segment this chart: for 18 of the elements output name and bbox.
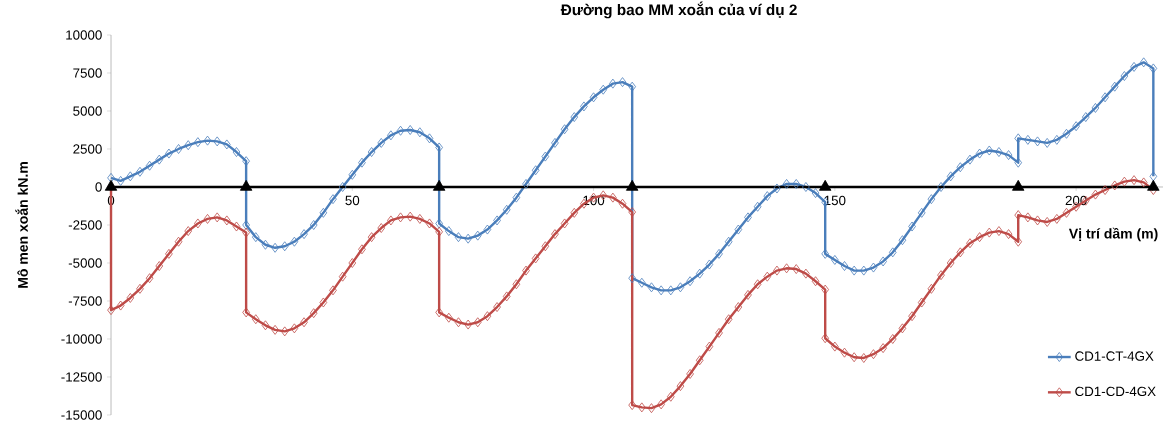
y-tick-label: -15000: [61, 410, 102, 420]
y-tick-label: -7500: [68, 296, 102, 306]
y-tick-label: -5000: [68, 258, 102, 268]
y-axis-title: Mô men xoắn kN.m: [15, 162, 28, 288]
y-tick-label: -2500: [68, 220, 102, 230]
x-tick-label: 150: [824, 195, 846, 206]
legend-label: CD1-CD-4GX: [1075, 386, 1156, 397]
y-tick-label: 0: [95, 182, 102, 192]
y-tick-label: -10000: [61, 334, 102, 344]
y-tick-label: -12500: [61, 372, 102, 382]
y-tick-label: 2500: [73, 144, 102, 154]
x-tick-label: 50: [345, 195, 360, 206]
y-tick-label: 10000: [66, 30, 102, 40]
y-tick-label: 7500: [73, 68, 102, 78]
x-axis-title: Vị trí dầm (m): [1068, 227, 1158, 242]
chart-title: Đường bao MM xoắn của ví dụ 2: [560, 1, 797, 19]
y-tick-label: 5000: [73, 106, 102, 116]
legend-label: CD1-CT-4GX: [1075, 351, 1154, 361]
